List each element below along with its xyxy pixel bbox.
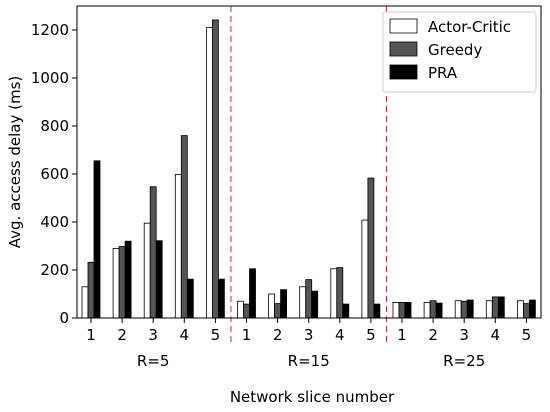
bars-layer bbox=[81, 19, 536, 319]
bar-pra bbox=[124, 240, 132, 319]
x-axis: 1 2 3 4 5 1 2 3 4 5 1 2 3 4 5 bbox=[86, 318, 531, 344]
x-tick-label: 4 bbox=[335, 326, 345, 344]
bar-pra bbox=[93, 160, 101, 319]
y-tick-label: 600 bbox=[40, 165, 69, 183]
bar-actor-critic bbox=[485, 300, 493, 319]
bar-greedy bbox=[211, 19, 219, 319]
x-tick-label: 2 bbox=[428, 326, 438, 344]
x-tick-label: 1 bbox=[397, 326, 407, 344]
bar-greedy bbox=[243, 303, 250, 319]
bar-pra bbox=[186, 278, 194, 319]
bar-actor-critic bbox=[205, 27, 213, 319]
legend-entry: Greedy bbox=[428, 41, 482, 59]
x-tick-label: 3 bbox=[304, 326, 314, 344]
legend-entry: Actor-Critic bbox=[428, 18, 511, 36]
group-labels: R=5 R=15 R=25 bbox=[137, 352, 485, 370]
x-tick-label: 5 bbox=[522, 326, 532, 344]
y-tick-label: 800 bbox=[40, 117, 69, 135]
bar-pra bbox=[311, 290, 319, 319]
legend-swatch bbox=[389, 41, 418, 57]
bar-actor-critic bbox=[361, 219, 369, 319]
bar-pra bbox=[373, 303, 381, 319]
bar-actor-critic bbox=[330, 268, 338, 319]
bar-greedy bbox=[305, 279, 313, 319]
bar-greedy bbox=[460, 300, 468, 319]
bar-pra bbox=[497, 296, 505, 319]
x-axis-label: Network slice number bbox=[230, 388, 395, 406]
legend-swatch bbox=[389, 18, 418, 34]
legend: Actor-Critic Greedy PRA bbox=[382, 11, 537, 93]
x-tick-label: 5 bbox=[366, 326, 376, 344]
bar-greedy bbox=[491, 296, 499, 319]
bar-greedy bbox=[149, 186, 157, 319]
bar-actor-critic bbox=[517, 300, 524, 319]
bar-greedy bbox=[367, 177, 375, 319]
bar-actor-critic bbox=[299, 286, 307, 319]
y-tick-label: 200 bbox=[40, 261, 69, 279]
bar-pra bbox=[466, 299, 474, 319]
bar-actor-critic bbox=[143, 222, 151, 319]
bar-actor-critic bbox=[237, 300, 244, 319]
bar-greedy bbox=[398, 301, 406, 319]
group-label: R=25 bbox=[443, 352, 485, 370]
bar-pra bbox=[249, 268, 256, 319]
bar-greedy bbox=[523, 303, 530, 319]
bar-pra bbox=[529, 299, 536, 319]
bar-pra bbox=[435, 302, 443, 319]
legend-entry: PRA bbox=[428, 64, 458, 82]
bar-actor-critic bbox=[81, 286, 89, 319]
bar-actor-critic bbox=[174, 174, 182, 319]
y-tick-label: 0 bbox=[59, 309, 69, 327]
x-tick-label: 1 bbox=[242, 326, 252, 344]
bar-pra bbox=[404, 301, 412, 319]
y-tick-label: 1200 bbox=[31, 21, 69, 39]
x-tick-label: 3 bbox=[148, 326, 158, 344]
y-tick-label: 400 bbox=[40, 213, 69, 231]
x-tick-label: 4 bbox=[180, 326, 190, 344]
bar-greedy bbox=[180, 135, 188, 319]
group-label: R=15 bbox=[288, 352, 330, 370]
x-tick-label: 5 bbox=[211, 326, 221, 344]
bar-actor-critic bbox=[268, 293, 276, 319]
bar-actor-critic bbox=[423, 301, 431, 319]
bar-greedy bbox=[429, 300, 437, 319]
legend-swatch bbox=[389, 64, 418, 80]
bar-pra bbox=[155, 240, 163, 319]
bar-pra bbox=[280, 289, 288, 319]
x-tick-label: 2 bbox=[273, 326, 283, 344]
group-label: R=5 bbox=[137, 352, 170, 370]
bar-greedy bbox=[274, 303, 282, 319]
legend-box bbox=[382, 11, 537, 93]
bar-actor-critic bbox=[112, 247, 120, 319]
bar-pra bbox=[217, 278, 225, 319]
y-axis-label: Avg. access delay (ms) bbox=[6, 76, 24, 249]
bar-pra bbox=[342, 303, 350, 319]
bar-greedy bbox=[336, 267, 344, 319]
y-tick-label: 1000 bbox=[31, 69, 69, 87]
bar-actor-critic bbox=[454, 300, 462, 319]
x-tick-label: 4 bbox=[491, 326, 501, 344]
bar-actor-critic bbox=[392, 301, 400, 319]
bar-greedy bbox=[87, 261, 95, 319]
x-tick-label: 3 bbox=[459, 326, 469, 344]
bar-greedy bbox=[118, 246, 126, 319]
y-axis: 0 200 400 600 800 1000 1200 bbox=[31, 21, 77, 327]
x-tick-label: 1 bbox=[86, 326, 96, 344]
x-tick-label: 2 bbox=[117, 326, 127, 344]
